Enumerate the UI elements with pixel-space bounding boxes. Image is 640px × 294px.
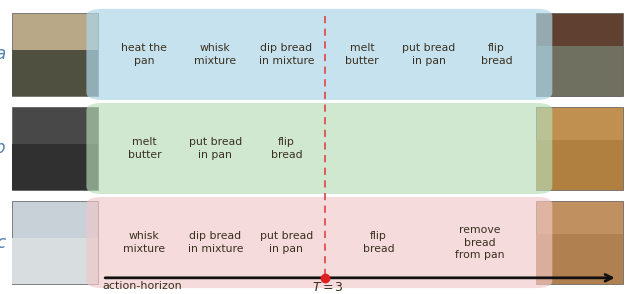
FancyBboxPatch shape — [12, 50, 98, 96]
FancyBboxPatch shape — [12, 107, 98, 190]
Text: put bread
in pan: put bread in pan — [260, 231, 313, 254]
Text: whisk
mixture: whisk mixture — [124, 231, 165, 254]
FancyBboxPatch shape — [536, 46, 623, 96]
Text: flip
bread: flip bread — [271, 137, 302, 160]
FancyBboxPatch shape — [12, 13, 98, 96]
Text: remove
bread
from pan: remove bread from pan — [455, 225, 504, 260]
FancyBboxPatch shape — [12, 144, 98, 190]
FancyBboxPatch shape — [86, 103, 552, 194]
Text: put bread
in pan: put bread in pan — [189, 137, 242, 160]
FancyBboxPatch shape — [536, 201, 623, 284]
FancyBboxPatch shape — [536, 107, 623, 190]
FancyBboxPatch shape — [12, 201, 98, 284]
Text: dip bread
in mixture: dip bread in mixture — [259, 43, 314, 66]
FancyBboxPatch shape — [12, 238, 98, 284]
Text: flip
bread: flip bread — [363, 231, 394, 254]
Text: $T = 3$: $T = 3$ — [312, 281, 344, 294]
FancyBboxPatch shape — [86, 197, 552, 288]
Text: a: a — [0, 45, 5, 64]
Text: flip
bread: flip bread — [481, 43, 512, 66]
FancyBboxPatch shape — [536, 13, 623, 96]
Text: heat the
pan: heat the pan — [122, 43, 167, 66]
Text: melt
butter: melt butter — [345, 43, 379, 66]
FancyBboxPatch shape — [536, 234, 623, 284]
FancyBboxPatch shape — [536, 140, 623, 190]
Text: melt
butter: melt butter — [127, 137, 161, 160]
Text: action-horizon: action-horizon — [102, 281, 182, 291]
FancyBboxPatch shape — [86, 9, 552, 100]
Text: b: b — [0, 139, 5, 158]
Text: dip bread
in mixture: dip bread in mixture — [188, 231, 243, 254]
Text: put bread
in pan: put bread in pan — [403, 43, 456, 66]
Text: c: c — [0, 233, 5, 252]
Text: whisk
mixture: whisk mixture — [195, 43, 236, 66]
